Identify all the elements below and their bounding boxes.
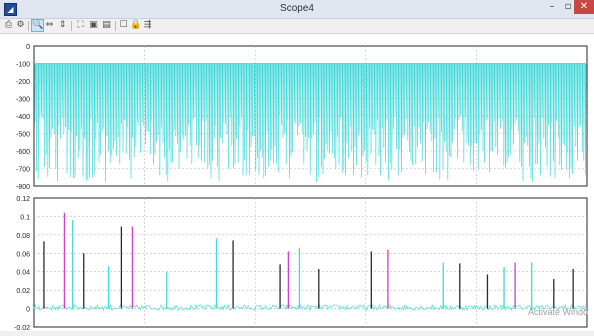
y-tick-label: -100: [16, 62, 30, 69]
y-tick-label: -700: [16, 167, 30, 174]
y-tick-label: -200: [16, 79, 30, 86]
y-tick-label: -400: [16, 114, 30, 121]
y-tick-label: 0.04: [16, 270, 30, 277]
zoom-in-button[interactable]: 🔍: [31, 19, 44, 32]
y-tick-label: -300: [16, 97, 30, 104]
y-tick-label: 0.1: [20, 214, 30, 221]
minimize-button[interactable]: –: [549, 1, 555, 12]
scope-toolbar: ⎙ ⚙ 🔍 ⇔ ⇕ ⛶ ▣ ▤ ☐ 🔒 ⇶: [0, 19, 594, 34]
restore-axes-button[interactable]: ▤: [102, 20, 111, 30]
floating-scope-button[interactable]: ☐: [119, 20, 128, 30]
y-tick-label: 0.02: [16, 288, 30, 295]
parameters-button[interactable]: ⚙: [16, 20, 25, 30]
maximize-button[interactable]: ▫: [564, 1, 572, 12]
y-tick-label: 0: [26, 44, 30, 51]
signal-trace: [34, 63, 587, 183]
y-tick-label: -600: [16, 149, 30, 156]
y-tick-label: 0.12: [16, 196, 30, 203]
scope-plots: 0-100-200-300-400-500-600-700-800 0.120.…: [14, 44, 588, 332]
autoscale-button[interactable]: ⛶: [77, 20, 84, 30]
activation-watermark: Activate Windo: [528, 307, 588, 317]
y-tick-label: 0: [26, 307, 30, 314]
y-tick-label: -500: [16, 132, 30, 139]
matlab-icon: ◢: [4, 3, 17, 16]
y-tick-label: 0.06: [16, 251, 30, 258]
noise-trace: [33, 303, 588, 312]
scope-plot-area: 0 -100 -200 -300 -400 -500 -600 -700 -800 0.12 0.…: [0, 34, 594, 332]
toolbar-separator: [71, 21, 72, 31]
upper-axes[interactable]: 0 -100 -200 -300 -400 -500 -600 -700 -800: [16, 44, 588, 191]
y-tick-label: -0.02: [14, 325, 30, 331]
toolbar-separator: [28, 21, 29, 31]
title-bar: ◢ Scope4 – ▫ ✕: [0, 0, 594, 19]
print-button[interactable]: ⎙: [4, 20, 13, 30]
toolbar-separator: [115, 21, 116, 31]
signal-selection-button[interactable]: ⇶: [143, 20, 152, 30]
y-tick-label: -800: [16, 184, 30, 191]
zoom-x-button[interactable]: ⇔: [45, 20, 54, 30]
save-axes-button[interactable]: ▣: [89, 20, 98, 30]
zoom-y-button[interactable]: ⇕: [58, 20, 67, 30]
lower-axes[interactable]: 0.12 0.1 0.08 0.06 0.04 0.02 0 -0.02: [14, 196, 588, 332]
y-tick-label: 0.08: [16, 233, 30, 240]
close-button[interactable]: ✕: [574, 0, 594, 14]
window-title: Scope4: [280, 3, 314, 14]
lock-axes-button[interactable]: 🔒: [130, 20, 142, 30]
